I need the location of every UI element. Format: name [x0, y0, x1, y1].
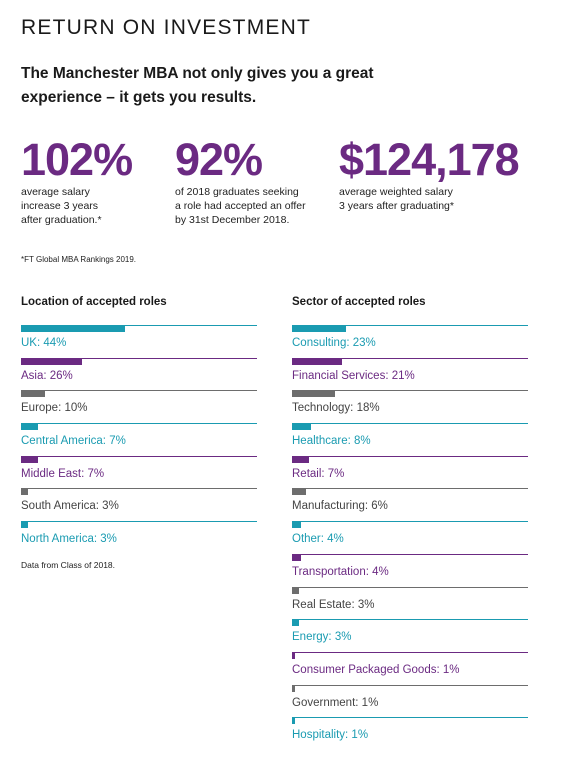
location-row: North America: 3%	[21, 521, 257, 554]
sector-row: Consulting: 23%	[292, 325, 528, 358]
sector-row: Transportation: 4%	[292, 553, 528, 587]
sector-row: Government: 1%	[292, 684, 528, 718]
location-bar	[21, 455, 38, 463]
sector-label: Manufacturing: 6%	[292, 500, 388, 513]
sector-label: Transportation: 4%	[292, 565, 389, 578]
location-row-rule	[21, 390, 257, 392]
stat-value: 102%	[21, 134, 133, 185]
stat-weighted-salary: $124,178 average weighted salary 3 years…	[339, 134, 520, 213]
sector-row-rule	[292, 651, 528, 653]
stat-description: average salary increase 3 years after gr…	[21, 186, 102, 226]
location-label: Middle East: 7%	[21, 467, 105, 480]
sector-bar	[292, 488, 307, 496]
location-bar	[21, 423, 38, 431]
sector-label: Retail: 7%	[292, 467, 345, 480]
location-label: UK: 44%	[21, 337, 67, 349]
sector-row: Retail: 7%	[292, 455, 528, 489]
sector-bar	[292, 357, 342, 365]
location-row-rule	[21, 325, 257, 326]
location-label: Central America: 7%	[21, 435, 126, 448]
location-row: Middle East: 7%	[21, 455, 257, 489]
sector-list: Consulting: 23% Financial Services: 21% Te…	[292, 325, 528, 750]
location-label: North America: 3%	[21, 533, 117, 546]
page-title: RETURN ON INVESTMENT	[21, 16, 312, 39]
stat-offers-accepted: 92% of 2018 graduates seeking a role had…	[175, 134, 306, 227]
location-bar	[21, 390, 45, 398]
location-label: Asia: 26%	[21, 369, 73, 382]
sector-row-rule	[292, 325, 528, 326]
sector-label: Energy: 3%	[292, 631, 352, 644]
stat-value: $124,178	[339, 134, 520, 185]
sector-title: Sector of accepted roles	[292, 296, 426, 308]
sector-row-rule	[292, 488, 528, 490]
sector-label: Hospitality: 1%	[292, 729, 369, 742]
location-row: South America: 3%	[21, 488, 257, 521]
location-row-rule	[21, 423, 257, 425]
sector-label: Technology: 18%	[292, 402, 380, 415]
sector-row-rule	[292, 455, 528, 457]
sector-row-rule	[292, 684, 528, 686]
sector-row-rule	[292, 423, 528, 425]
sector-bar	[292, 390, 335, 398]
location-row-rule	[21, 357, 257, 359]
stat-description: of 2018 graduates seeking a role had acc…	[175, 186, 306, 226]
location-label: South America: 3%	[21, 500, 119, 513]
stat-value: 92%	[175, 134, 263, 185]
location-row: Europe: 10%	[21, 390, 257, 423]
sector-row: Financial Services: 21%	[292, 357, 528, 391]
location-bar	[21, 357, 83, 365]
location-bar	[21, 521, 29, 529]
location-label: Europe: 10%	[21, 402, 88, 415]
sector-label: Consumer Packaged Goods: 1%	[292, 663, 460, 676]
sector-label: Other: 4%	[292, 533, 344, 546]
sector-row-rule	[292, 717, 528, 719]
sector-bar	[292, 684, 295, 692]
sector-bar	[292, 423, 311, 431]
sector-bar	[292, 455, 309, 463]
location-row-rule	[21, 521, 257, 523]
location-bar	[21, 325, 125, 332]
sector-row: Healthcare: 8%	[292, 423, 528, 456]
sector-row: Other: 4%	[292, 521, 528, 554]
sector-row: Hospitality: 1%	[292, 717, 528, 750]
location-bar	[21, 488, 29, 496]
sector-row-rule	[292, 586, 528, 588]
sector-bar	[292, 521, 302, 529]
sector-row-rule	[292, 390, 528, 392]
location-title: Location of accepted roles	[21, 296, 167, 308]
sector-row-rule	[292, 553, 528, 555]
data-note: Data from Class of 2018.	[21, 560, 116, 570]
sector-label: Government: 1%	[292, 696, 379, 709]
sector-label: Consulting: 23%	[292, 337, 376, 349]
sector-label: Real Estate: 3%	[292, 598, 375, 611]
location-row-rule	[21, 455, 257, 457]
location-row-rule	[21, 488, 257, 490]
location-row: Central America: 7%	[21, 423, 257, 456]
sector-row: Energy: 3%	[292, 619, 528, 652]
sector-bar	[292, 651, 295, 659]
location-list: UK: 44% Asia: 26% Europe: 10% Central Ameri…	[21, 325, 257, 554]
sector-bar	[292, 553, 302, 561]
sector-bar	[292, 717, 295, 725]
sector-label: Healthcare: 8%	[292, 435, 371, 448]
sector-bar	[292, 586, 300, 594]
sector-bar	[292, 619, 300, 627]
intro-text: The Manchester MBA not only gives you a …	[21, 65, 374, 106]
sector-row: Technology: 18%	[292, 390, 528, 423]
sector-bar	[292, 325, 347, 332]
sector-row-rule	[292, 521, 528, 523]
sector-row: Consumer Packaged Goods: 1%	[292, 651, 528, 685]
stat-description: average weighted salary 3 years after gr…	[339, 186, 454, 212]
sector-row: Manufacturing: 6%	[292, 488, 528, 521]
location-row: UK: 44%	[21, 325, 257, 358]
stat-salary-increase: 102% average salary increase 3 years aft…	[21, 134, 133, 227]
sector-label: Financial Services: 21%	[292, 369, 415, 382]
sector-row-rule	[292, 619, 528, 621]
location-row: Asia: 26%	[21, 357, 257, 391]
sector-row-rule	[292, 357, 528, 359]
sector-row: Real Estate: 3%	[292, 586, 528, 620]
footnote: *FT Global MBA Rankings 2019.	[21, 255, 137, 264]
